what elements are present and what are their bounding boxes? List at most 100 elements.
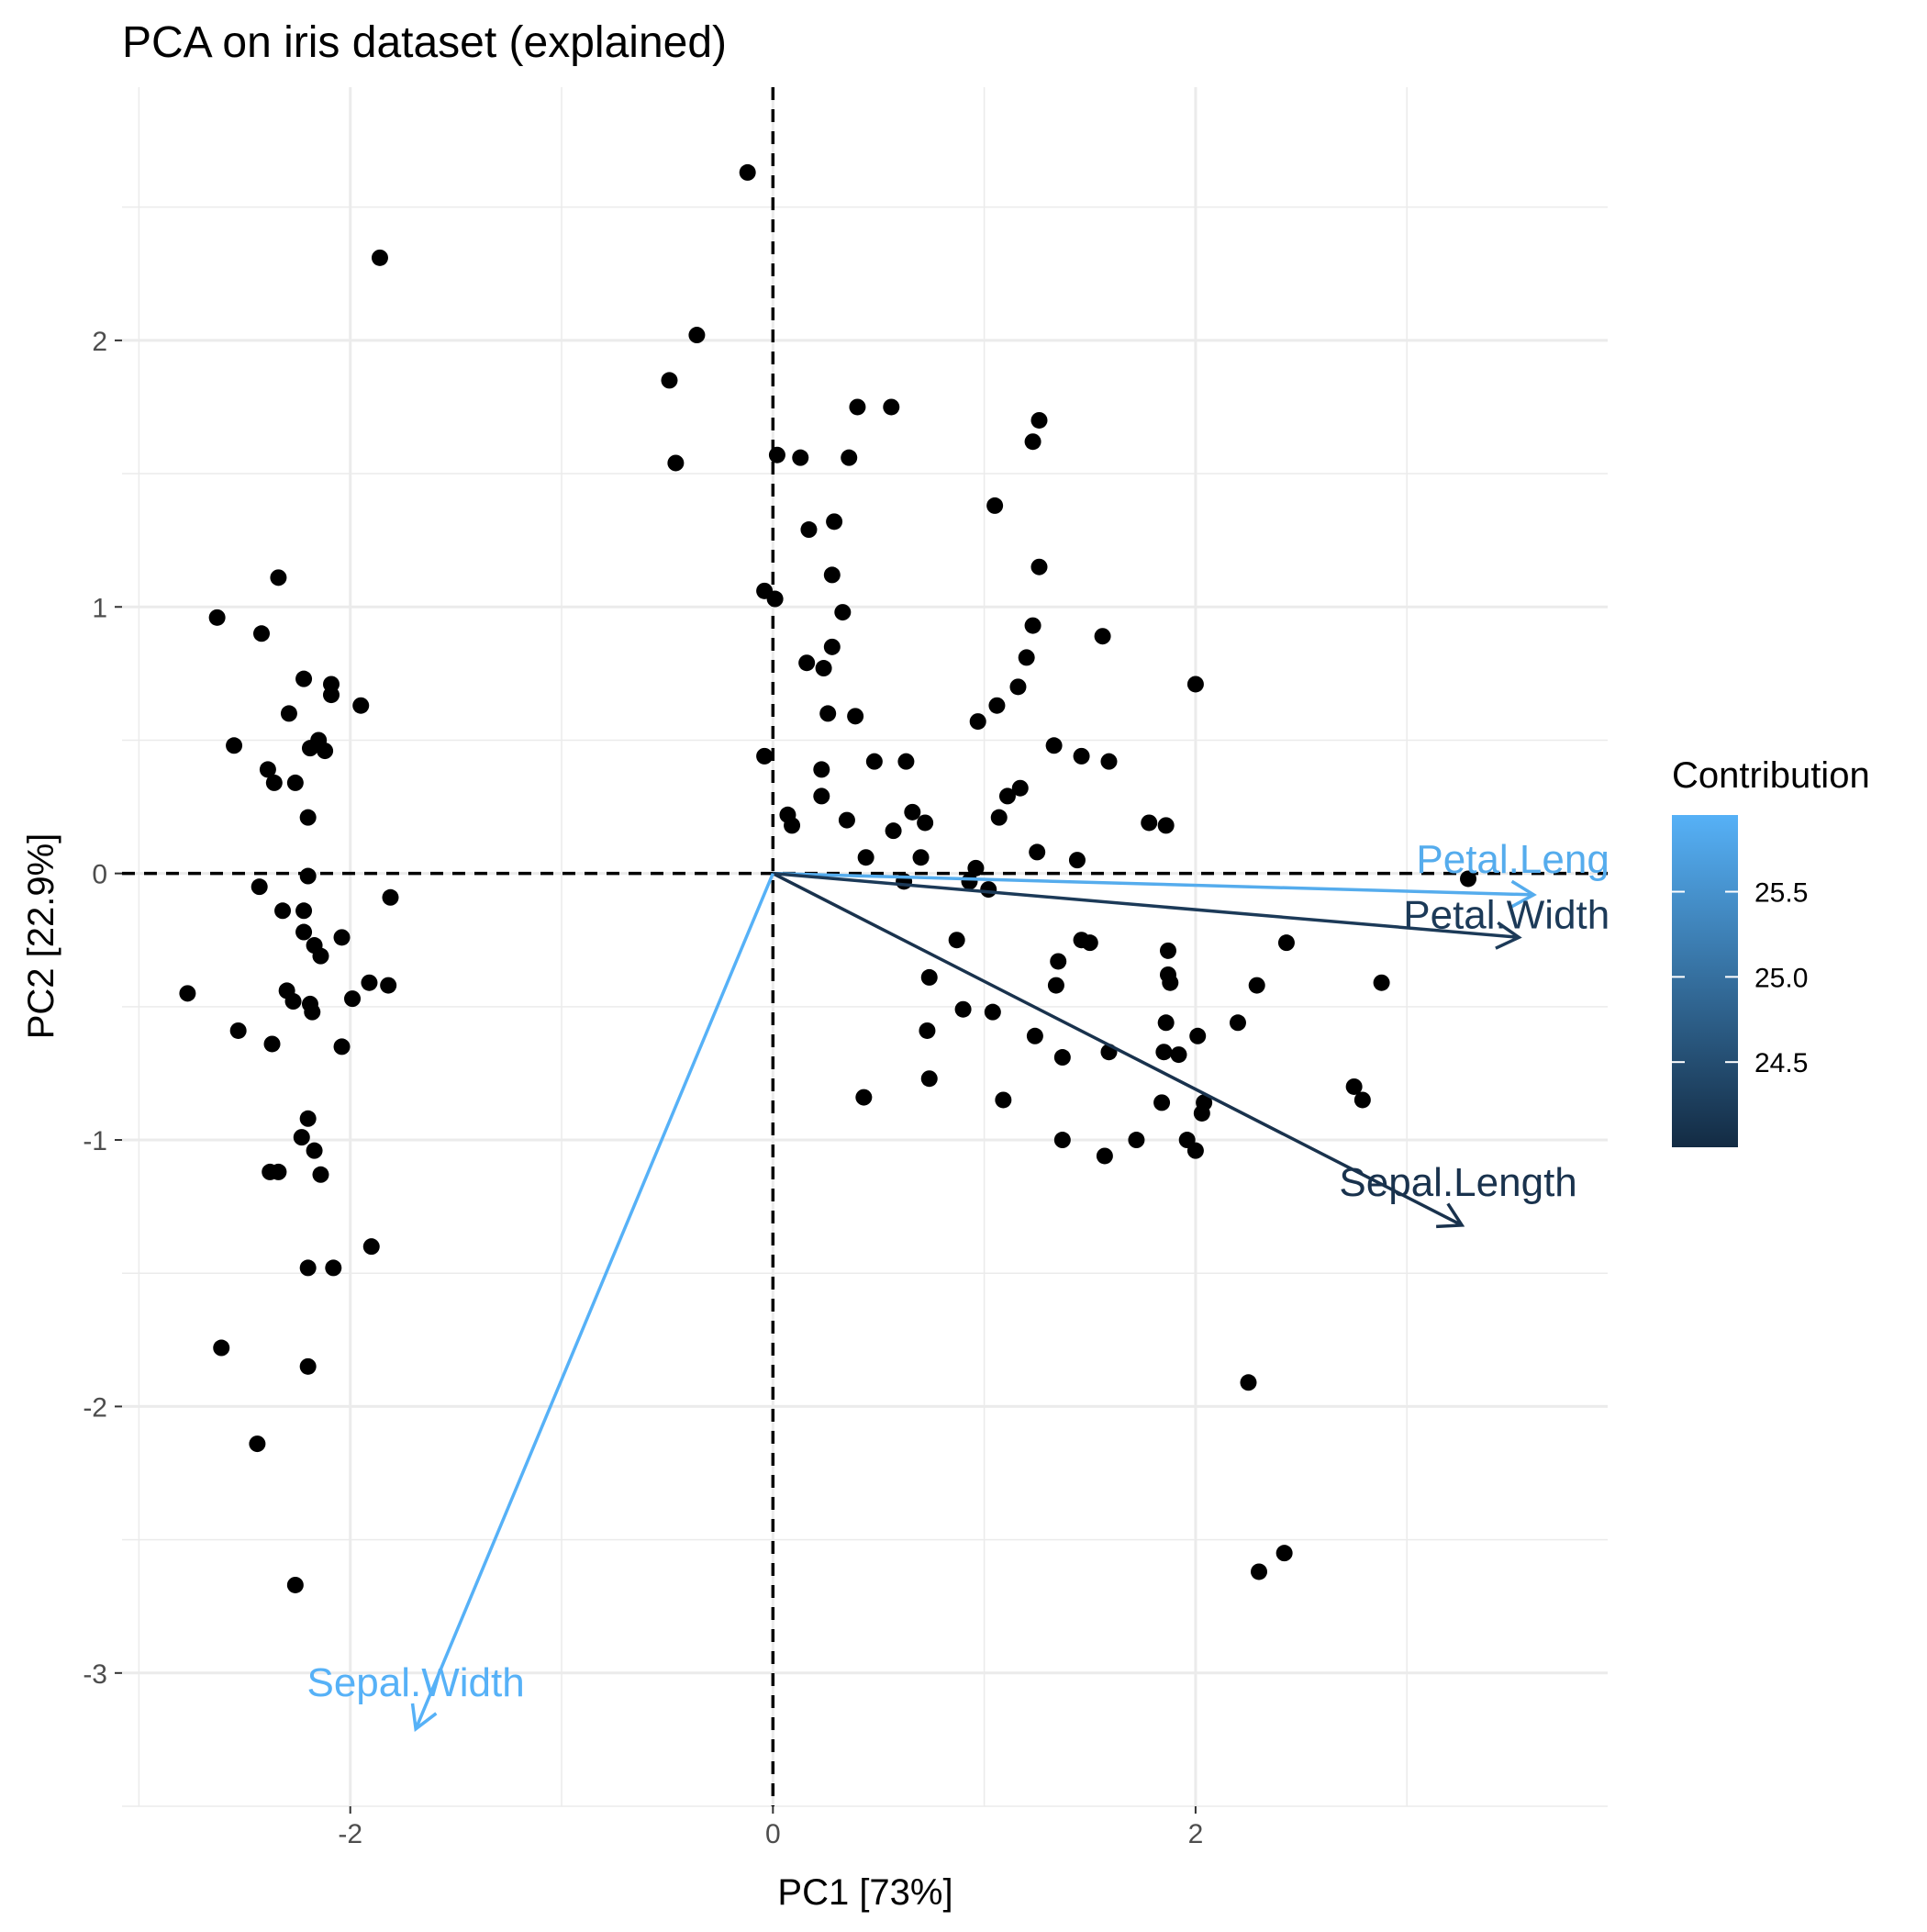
score-point <box>179 985 196 1002</box>
score-point <box>1030 558 1048 575</box>
score-point <box>904 803 921 821</box>
score-point <box>961 873 978 890</box>
arrow-head <box>410 1703 438 1733</box>
loading-arrow: Petal.Width <box>773 871 1608 950</box>
score-point <box>823 638 841 655</box>
score-point <box>1050 953 1067 970</box>
score-point <box>667 454 685 472</box>
score-point <box>286 774 304 791</box>
score-point <box>841 449 858 466</box>
score-point <box>857 849 874 866</box>
y-tick-label: -2 <box>83 1392 107 1423</box>
score-point <box>917 814 934 832</box>
score-point <box>984 1003 1001 1021</box>
score-point <box>344 990 362 1008</box>
y-axis-title: PC2 [22.9%] <box>21 833 61 1040</box>
x-tick-label: 0 <box>765 1819 781 1849</box>
score-point <box>1159 942 1176 959</box>
score-point <box>252 625 270 642</box>
y-tick-label: -3 <box>83 1659 107 1690</box>
score-point <box>265 774 283 791</box>
arrow-label: Petal.Length <box>1416 837 1643 882</box>
score-point <box>312 1166 329 1183</box>
score-point <box>1275 1545 1293 1562</box>
score-point <box>819 705 837 722</box>
score-point <box>969 713 986 731</box>
score-point <box>1189 1027 1207 1044</box>
arrow-head <box>1436 1202 1465 1229</box>
x-tick-label: -2 <box>338 1819 362 1849</box>
score-point <box>1081 934 1098 952</box>
score-point <box>885 822 902 840</box>
legend-colorbar <box>1672 815 1738 1147</box>
score-point <box>1045 737 1063 754</box>
score-point <box>306 1142 323 1159</box>
score-point <box>986 497 1004 514</box>
x-axis-title: PC1 [73%] <box>777 1872 952 1913</box>
reference-lines <box>122 87 1608 1806</box>
score-point <box>274 902 292 920</box>
score-point <box>299 867 317 885</box>
score-point <box>1018 649 1035 666</box>
chart-title: PCA on iris dataset (explained) <box>122 18 727 67</box>
score-point <box>838 811 855 829</box>
loading-arrows: Petal.Length Petal.Width Sepal.Length Sepal… <box>306 837 1643 1733</box>
score-point <box>1128 1132 1145 1149</box>
score-point <box>1009 678 1027 696</box>
score-point <box>823 566 841 584</box>
grid-lines <box>122 87 1608 1807</box>
score-point <box>280 705 297 722</box>
loading-arrow: Petal.Length <box>773 837 1643 909</box>
score-point <box>312 947 329 965</box>
score-point <box>1186 1142 1204 1159</box>
legend-ticks: 25.5 25.0 24.5 <box>1672 878 1808 1078</box>
score-point <box>249 1435 266 1453</box>
score-point <box>270 1163 287 1180</box>
score-point <box>920 1070 938 1088</box>
score-point <box>1047 977 1064 994</box>
score-point <box>1277 934 1295 952</box>
score-point <box>988 697 1006 714</box>
score-point <box>954 1000 972 1018</box>
score-point <box>1240 1374 1257 1391</box>
y-tick-label: -1 <box>83 1126 107 1156</box>
score-point <box>1157 817 1175 834</box>
score-point <box>1068 852 1086 869</box>
score-point <box>1053 1049 1071 1067</box>
legend-title: Contribution <box>1672 755 1870 796</box>
y-tick-label: 2 <box>92 327 107 357</box>
score-point <box>847 708 864 725</box>
arrow-shaft <box>414 872 774 1730</box>
score-point <box>380 977 397 994</box>
legend-tick-label: 24.5 <box>1754 1048 1808 1078</box>
score-point <box>1186 676 1204 693</box>
score-point <box>1229 1014 1246 1032</box>
score-point <box>995 1091 1012 1109</box>
score-point <box>826 513 843 530</box>
score-point <box>661 372 678 389</box>
score-point <box>784 817 801 834</box>
score-point <box>299 1259 317 1277</box>
score-point <box>855 1089 873 1106</box>
score-point <box>362 1238 380 1256</box>
score-point <box>1162 974 1179 991</box>
score-point <box>948 932 965 949</box>
score-point <box>688 327 706 344</box>
score-point <box>800 521 818 539</box>
score-point <box>259 761 276 778</box>
score-point <box>1155 1044 1173 1061</box>
score-point <box>815 660 832 677</box>
score-point <box>798 654 816 672</box>
loading-arrow: Sepal.Width <box>306 872 774 1733</box>
score-point <box>897 753 915 770</box>
score-point <box>333 1038 351 1055</box>
score-point <box>251 878 268 896</box>
score-point <box>1170 1046 1187 1064</box>
score-point <box>1024 617 1041 634</box>
score-point <box>1026 1027 1043 1044</box>
score-point <box>213 1339 230 1357</box>
score-point <box>1029 843 1046 861</box>
score-point <box>1373 974 1390 991</box>
